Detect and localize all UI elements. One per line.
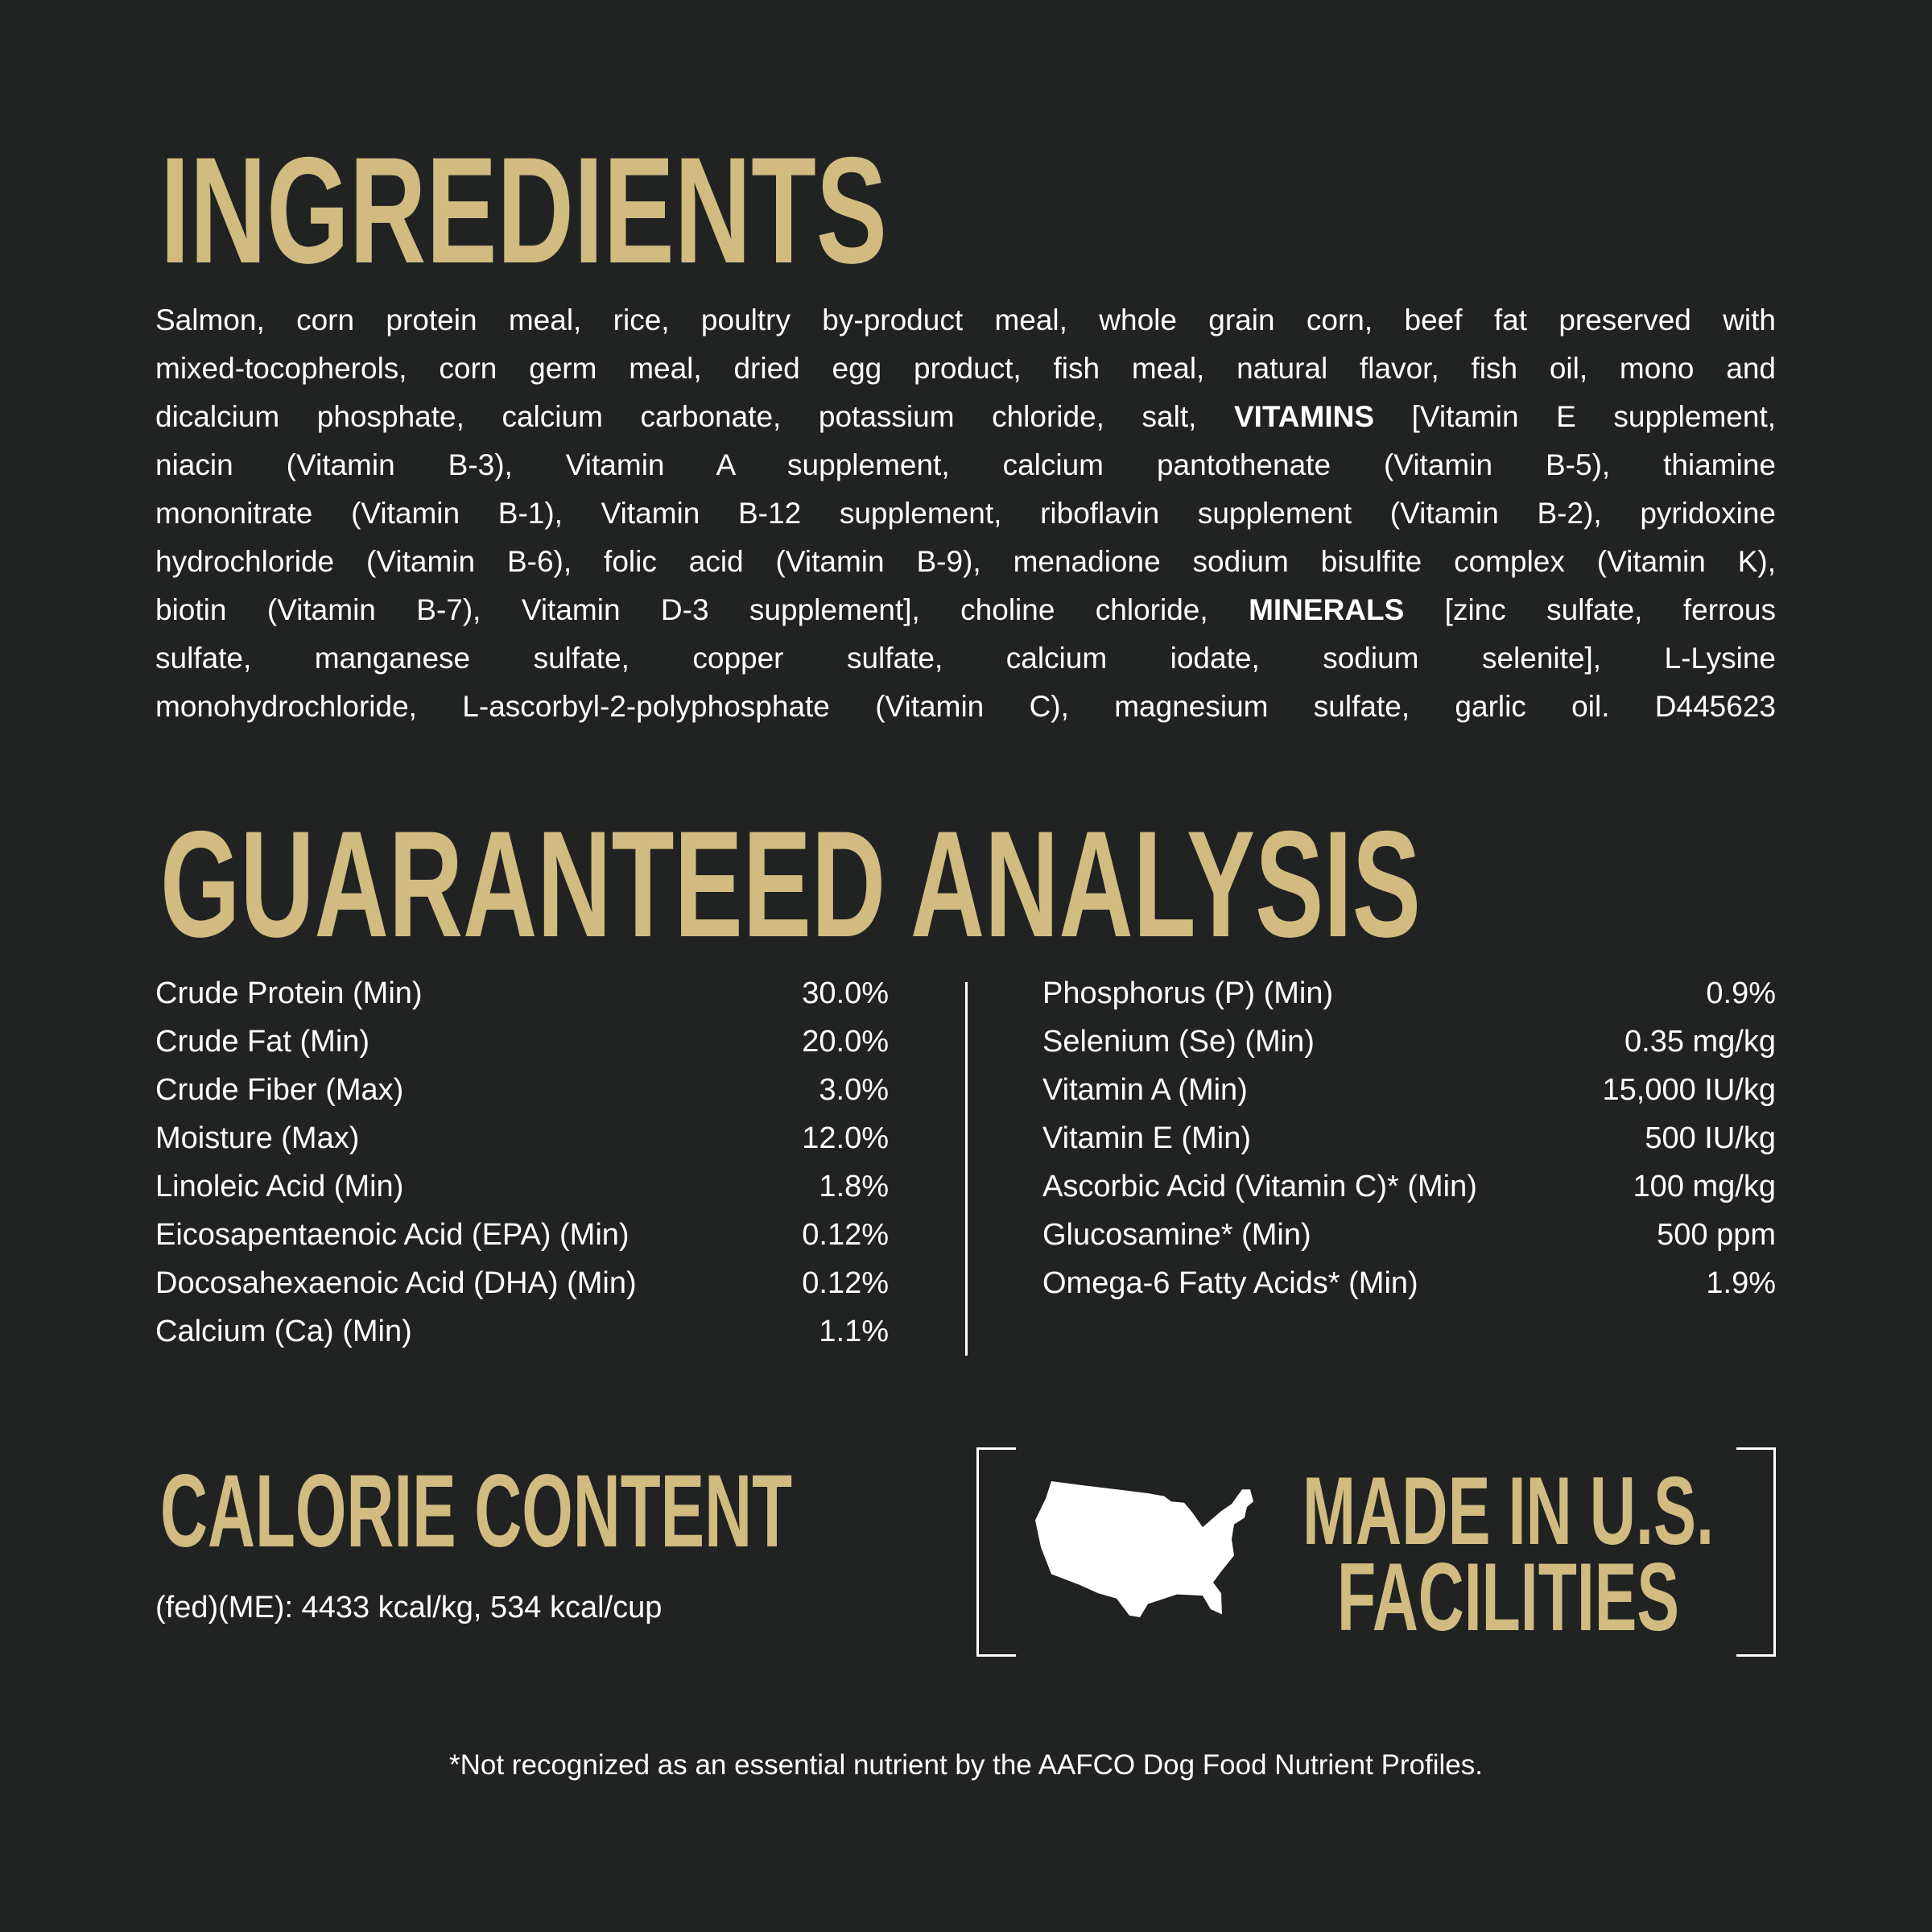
nutrient-name: Vitamin E (Min) <box>1042 1121 1252 1155</box>
nutrient-name: Omega-6 Fatty Acids* (Min) <box>1042 1266 1418 1300</box>
us-map-icon <box>1035 1481 1253 1617</box>
ingredients-line: hydrochloride (Vitamin B-6), folic acid … <box>155 538 1776 586</box>
analysis-row: Phosphorus (P) (Min) 0.9% <box>1042 969 1776 1018</box>
ingredients-group-label: VITAMINS <box>1233 400 1375 433</box>
analysis-title: GUARANTEED ANALYSIS <box>160 799 1421 968</box>
nutrient-name: Crude Fiber (Max) <box>155 1073 404 1107</box>
analysis-row: Linoleic Acid (Min) 1.8% <box>155 1162 889 1211</box>
analysis-row: Vitamin A (Min) 15,000 IU/kg <box>1042 1066 1776 1114</box>
analysis-row: Ascorbic Acid (Vitamin C)* (Min) 100 mg/k… <box>1042 1162 1776 1211</box>
nutrient-name: Calcium (Ca) (Min) <box>155 1315 412 1348</box>
nutrient-value: 15,000 IU/kg <box>1602 1073 1776 1107</box>
ingredients-text-segment: Salmon, corn protein meal, rice, poultry… <box>155 303 1776 336</box>
analysis-row: Vitamin E (Min) 500 IU/kg <box>1042 1114 1776 1162</box>
nutrient-value: 12.0% <box>802 1121 889 1155</box>
analysis-right-column: Phosphorus (P) (Min) 0.9% Selenium (Se) (M… <box>1042 969 1776 1307</box>
column-divider <box>965 982 968 1356</box>
nutrient-name: Vitamin A (Min) <box>1042 1073 1248 1107</box>
ingredients-list: Salmon, corn protein meal, rice, poultry… <box>155 296 1776 731</box>
ingredients-line: biotin (Vitamin B-7), Vitamin D-3 supple… <box>155 586 1776 634</box>
nutrient-value: 0.12% <box>802 1266 889 1300</box>
nutrient-name: Glucosamine* (Min) <box>1042 1218 1311 1252</box>
analysis-row: Selenium (Se) (Min) 0.35 mg/kg <box>1042 1018 1776 1066</box>
analysis-row: Moisture (Max) 12.0% <box>155 1114 889 1162</box>
analysis-row: Crude Fiber (Max) 3.0% <box>155 1066 889 1114</box>
nutrient-name: Eicosapentaenoic Acid (EPA) (Min) <box>155 1218 630 1252</box>
nutrient-value: 100 mg/kg <box>1633 1170 1776 1203</box>
analysis-row: Crude Fat (Min) 20.0% <box>155 1018 889 1066</box>
nutrient-value: 0.35 mg/kg <box>1624 1025 1776 1059</box>
ingredients-group-label: MINERALS <box>1249 593 1405 626</box>
made-in-line2: FACILITIES <box>1337 1543 1679 1651</box>
ingredients-text-segment: dicalcium phosphate, calcium carbonate, … <box>155 400 1234 433</box>
made-in-line1: MADE IN U.S. <box>1302 1457 1714 1565</box>
ingredients-text-segment: hydrochloride (Vitamin B-6), folic acid … <box>155 545 1776 578</box>
ingredients-text-segment: monohydrochloride, L-ascorbyl-2-polyphos… <box>155 690 1776 723</box>
analysis-row: Docosahexaenoic Acid (DHA) (Min) 0.12% <box>155 1259 889 1307</box>
nutrient-name: Phosphorus (P) (Min) <box>1042 976 1334 1010</box>
nutrient-value: 3.0% <box>819 1073 889 1107</box>
ingredients-text-segment: [zinc sulfate, ferrous <box>1404 593 1776 626</box>
bracket-right <box>1736 1447 1776 1657</box>
analysis-row: Crude Protein (Min) 30.0% <box>155 969 889 1018</box>
ingredients-title: INGREDIENTS <box>160 126 887 295</box>
ingredients-line: mixed-tocopherols, corn germ meal, dried… <box>155 345 1776 393</box>
nutrient-value: 20.0% <box>802 1025 889 1059</box>
ingredients-text-segment: niacin (Vitamin B-3), Vitamin A suppleme… <box>155 448 1776 481</box>
analysis-left-column: Crude Protein (Min) 30.0% Crude Fat (Min) 2… <box>155 969 889 1356</box>
ingredients-line: Salmon, corn protein meal, rice, poultry… <box>155 296 1776 345</box>
calorie-title: CALORIE CONTENT <box>160 1454 792 1569</box>
footnote: *Not recognized as an essential nutrient… <box>449 1749 1483 1781</box>
ingredients-line: niacin (Vitamin B-3), Vitamin A suppleme… <box>155 441 1776 489</box>
analysis-row: Calcium (Ca) (Min) 1.1% <box>155 1307 889 1356</box>
nutrient-value: 0.9% <box>1706 976 1776 1010</box>
nutrient-value: 1.8% <box>819 1170 889 1203</box>
nutrient-value: 30.0% <box>802 976 889 1010</box>
ingredients-line: dicalcium phosphate, calcium carbonate, … <box>155 393 1776 441</box>
nutrient-name: Ascorbic Acid (Vitamin C)* (Min) <box>1042 1170 1477 1203</box>
ingredients-text-segment: [Vitamin E supplement, <box>1374 400 1776 433</box>
bracket-left <box>976 1447 1016 1657</box>
calorie-content-text: (fed)(ME): 4433 kcal/kg, 534 kcal/cup <box>155 1591 663 1624</box>
nutrient-name: Docosahexaenoic Acid (DHA) (Min) <box>155 1266 637 1300</box>
nutrient-value: 500 ppm <box>1657 1218 1776 1252</box>
ingredients-text-segment: sulfate, manganese sulfate, copper sulfa… <box>155 642 1776 675</box>
nutrient-value: 0.12% <box>802 1218 889 1252</box>
nutrient-name: Crude Protein (Min) <box>155 976 423 1010</box>
nutrient-value: 1.1% <box>819 1315 889 1348</box>
nutrient-name: Crude Fat (Min) <box>155 1025 370 1059</box>
ingredients-text-segment: mixed-tocopherols, corn germ meal, dried… <box>155 352 1776 385</box>
ingredients-text-segment: mononitrate (Vitamin B-1), Vitamin B-12 … <box>155 497 1776 530</box>
ingredients-line: monohydrochloride, L-ascorbyl-2-polyphos… <box>155 683 1776 731</box>
analysis-row: Omega-6 Fatty Acids* (Min) 1.9% <box>1042 1259 1776 1307</box>
nutrient-name: Linoleic Acid (Min) <box>155 1170 404 1203</box>
ingredients-text-segment: biotin (Vitamin B-7), Vitamin D-3 supple… <box>155 593 1249 626</box>
ingredients-line: sulfate, manganese sulfate, copper sulfa… <box>155 634 1776 683</box>
nutrient-name: Selenium (Se) (Min) <box>1042 1025 1315 1059</box>
nutrient-value: 1.9% <box>1706 1266 1776 1300</box>
nutrient-name: Moisture (Max) <box>155 1121 360 1155</box>
ingredients-line: mononitrate (Vitamin B-1), Vitamin B-12 … <box>155 489 1776 538</box>
analysis-row: Glucosamine* (Min) 500 ppm <box>1042 1211 1776 1259</box>
nutrient-value: 500 IU/kg <box>1645 1121 1776 1155</box>
analysis-row: Eicosapentaenoic Acid (EPA) (Min) 0.12% <box>155 1211 889 1259</box>
